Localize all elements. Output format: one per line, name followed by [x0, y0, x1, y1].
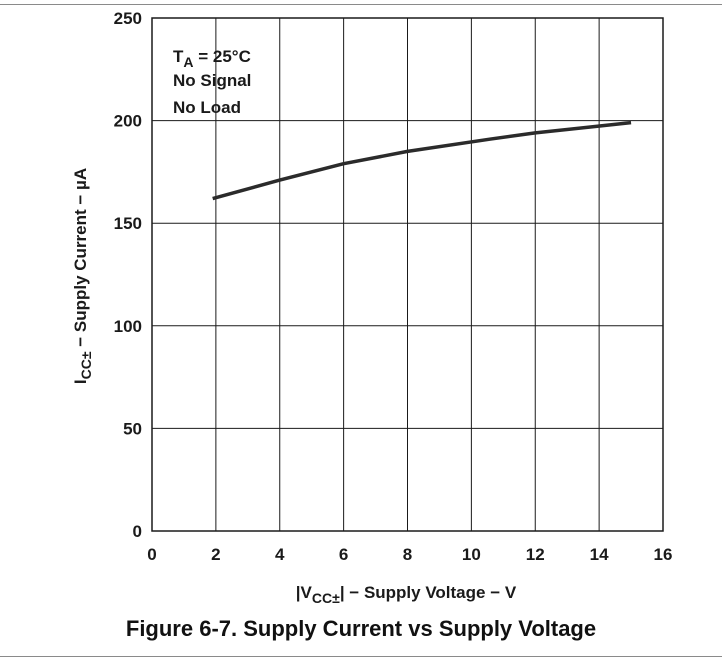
y-tick-label-150: 150 [114, 214, 142, 233]
x-tick-label-6: 6 [339, 545, 348, 564]
bottom-rule [0, 656, 722, 657]
y-tick-label-100: 100 [114, 317, 142, 336]
x-tick-label-12: 12 [526, 545, 545, 564]
x-axis-title: |VCC±| − Supply Voltage − V [296, 583, 517, 606]
annotation-block: TA = 25°C No Signal No Load [173, 47, 251, 117]
x-tick-label-4: 4 [275, 545, 285, 564]
annotation-no-signal: No Signal [173, 71, 251, 90]
annotation-temperature: TA = 25°C [173, 47, 251, 70]
x-tick-label-0: 0 [147, 545, 156, 564]
x-tick-label-8: 8 [403, 545, 412, 564]
y-tick-label-50: 50 [123, 419, 142, 438]
top-rule [0, 4, 722, 5]
grid [151, 17, 664, 532]
y-tick-label-250: 250 [114, 9, 142, 28]
y-tick-label-0: 0 [133, 522, 142, 541]
x-tick-label-16: 16 [654, 545, 673, 564]
figure-caption: Figure 6-7. Supply Current vs Supply Vol… [125, 616, 597, 641]
supply-current-chart: 0 2 4 6 8 10 12 14 16 0 50 100 150 200 250 TA = 25°C N… [71, 9, 673, 606]
series [212, 120, 632, 201]
x-tick-label-14: 14 [590, 545, 609, 564]
y-tick-label-200: 200 [114, 112, 142, 131]
series-line-0 [212, 120, 632, 201]
y-axis-title: ICC± − Supply Current − µA [71, 168, 94, 384]
tick-labels: 0 2 4 6 8 10 12 14 16 0 50 100 150 200 250 [114, 9, 673, 564]
plot-frame [151, 17, 664, 532]
x-tick-label-2: 2 [211, 545, 220, 564]
annotation-no-load: No Load [173, 98, 241, 117]
x-tick-label-10: 10 [462, 545, 481, 564]
